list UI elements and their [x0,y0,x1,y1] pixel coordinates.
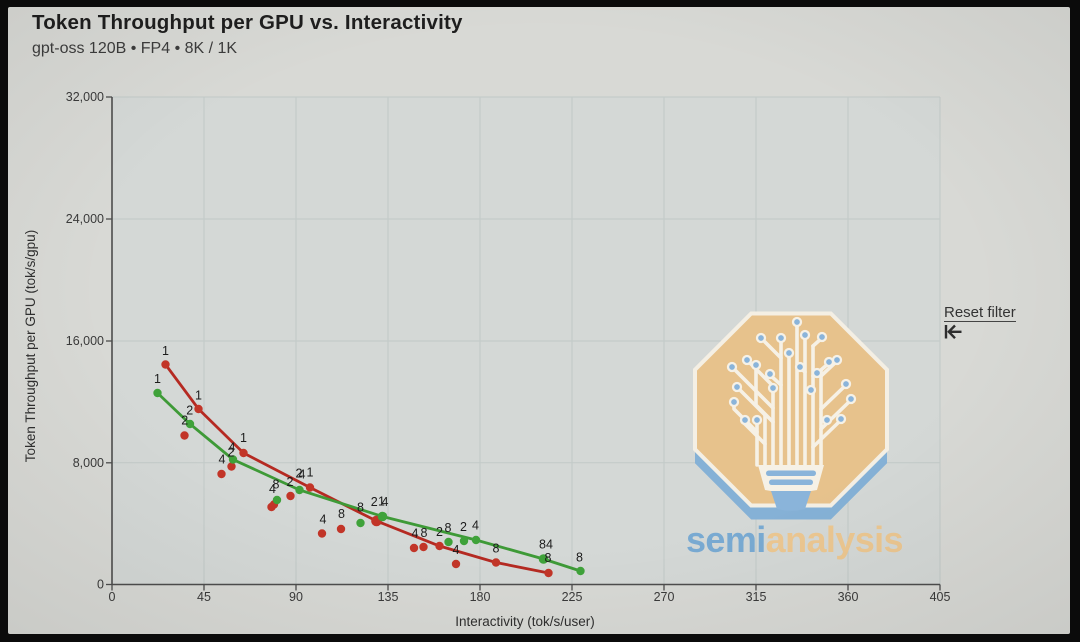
svg-text:405: 405 [930,590,951,604]
svg-text:45: 45 [197,590,211,604]
svg-text:4: 4 [453,543,460,557]
svg-text:2: 2 [296,467,303,481]
svg-text:2: 2 [186,403,193,417]
svg-text:1: 1 [307,466,314,480]
svg-text:4: 4 [299,468,306,482]
svg-text:Token Throughput per GPU (tok/: Token Throughput per GPU (tok/s/gpu) [23,230,38,462]
svg-text:8: 8 [445,521,452,535]
svg-text:1: 1 [154,372,161,386]
svg-text:1: 1 [240,431,247,445]
svg-text:135: 135 [378,590,399,604]
svg-text:4: 4 [412,527,419,541]
svg-text:360: 360 [838,590,859,604]
svg-text:4: 4 [229,441,236,455]
svg-text:8: 8 [493,542,500,556]
svg-text:8: 8 [338,507,345,521]
svg-text:2: 2 [228,446,235,460]
svg-text:24,000: 24,000 [66,212,104,226]
svg-text:8: 8 [539,538,546,552]
svg-text:4: 4 [219,453,226,467]
svg-text:4: 4 [472,519,479,533]
svg-text:4: 4 [320,513,327,527]
svg-text:32,000: 32,000 [66,90,104,104]
svg-text:8: 8 [421,526,428,540]
svg-text:8: 8 [545,551,552,565]
svg-text:semianalysis: semianalysis [686,519,903,560]
svg-text:90: 90 [289,590,303,604]
svg-text:1: 1 [195,389,202,403]
svg-text:8: 8 [273,478,280,492]
svg-text:8,000: 8,000 [73,456,104,470]
svg-text:4: 4 [269,482,276,496]
svg-text:1: 1 [162,344,169,358]
svg-text:8: 8 [576,551,583,565]
svg-text:225: 225 [562,590,583,604]
svg-text:2: 2 [181,414,188,428]
svg-text:2: 2 [371,495,378,509]
svg-text:1: 1 [378,495,385,509]
svg-text:16,000: 16,000 [66,334,104,348]
svg-text:4: 4 [382,495,389,509]
svg-text:0: 0 [109,590,116,604]
svg-text:270: 270 [654,590,675,604]
svg-text:2: 2 [436,525,443,539]
svg-text:180: 180 [470,590,491,604]
svg-text:315: 315 [746,590,767,604]
svg-text:8: 8 [357,501,364,515]
svg-text:4: 4 [546,538,553,552]
svg-text:2: 2 [287,475,294,489]
svg-text:2: 2 [460,520,467,534]
svg-text:Interactivity (tok/s/user): Interactivity (tok/s/user) [455,614,595,629]
svg-text:0: 0 [97,578,104,592]
